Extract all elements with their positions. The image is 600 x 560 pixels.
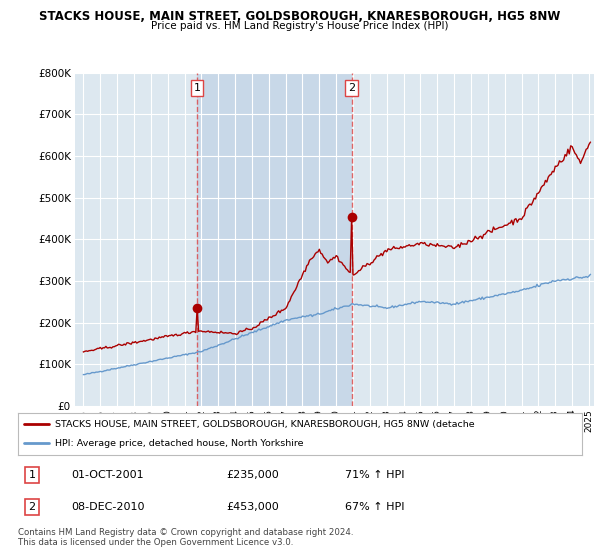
Text: Price paid vs. HM Land Registry's House Price Index (HPI): Price paid vs. HM Land Registry's House … [151, 21, 449, 31]
Text: 2: 2 [348, 83, 355, 93]
Text: £235,000: £235,000 [227, 470, 280, 480]
Text: Contains HM Land Registry data © Crown copyright and database right 2024.
This d: Contains HM Land Registry data © Crown c… [18, 528, 353, 547]
Text: 1: 1 [194, 83, 200, 93]
Text: 2: 2 [29, 502, 35, 512]
Text: 71% ↑ HPI: 71% ↑ HPI [345, 470, 404, 480]
Bar [197, 73, 352, 406]
Text: HPI: Average price, detached house, North Yorkshire: HPI: Average price, detached house, Nort… [55, 439, 303, 448]
Text: 08-DEC-2010: 08-DEC-2010 [71, 502, 145, 512]
Text: 1: 1 [29, 470, 35, 480]
Text: STACKS HOUSE, MAIN STREET, GOLDSBOROUGH, KNARESBOROUGH, HG5 8NW: STACKS HOUSE, MAIN STREET, GOLDSBOROUGH,… [40, 10, 560, 23]
Text: STACKS HOUSE, MAIN STREET, GOLDSBOROUGH, KNARESBOROUGH, HG5 8NW (detache: STACKS HOUSE, MAIN STREET, GOLDSBOROUGH,… [55, 419, 474, 428]
Text: 67% ↑ HPI: 67% ↑ HPI [345, 502, 404, 512]
Text: £453,000: £453,000 [227, 502, 280, 512]
Text: 01-OCT-2001: 01-OCT-2001 [71, 470, 144, 480]
